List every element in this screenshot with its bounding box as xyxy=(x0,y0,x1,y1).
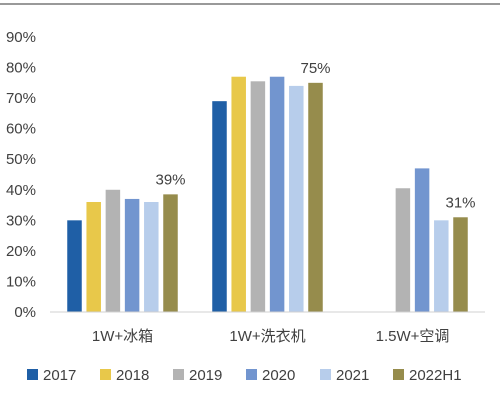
legend-label: 2019 xyxy=(189,367,222,384)
bar-2021-0 xyxy=(144,202,159,312)
x-category-label: 1W+冰箱 xyxy=(92,328,153,345)
bar-2022H1-1 xyxy=(308,82,323,312)
bar-2018-0 xyxy=(86,202,101,312)
legend-label: 2017 xyxy=(43,367,76,384)
bar-2020-2 xyxy=(414,168,430,312)
y-tick-label: 20% xyxy=(6,243,36,260)
y-tick-label: 80% xyxy=(6,60,36,77)
y-tick-label: 60% xyxy=(6,121,36,138)
data-label: 39% xyxy=(155,171,185,188)
legend-swatch xyxy=(246,369,257,380)
legend-swatch xyxy=(393,369,404,380)
y-tick-label: 10% xyxy=(6,273,36,290)
y-tick-label: 30% xyxy=(6,212,36,229)
bar-2018-1 xyxy=(231,76,246,312)
legend-label: 2018 xyxy=(116,367,149,384)
legend: 2017 2018 2019 2020 2021 2022H1 xyxy=(27,367,462,384)
legend-swatch xyxy=(100,369,111,380)
legend-swatch xyxy=(320,369,331,380)
bar-2020-0 xyxy=(124,198,140,312)
bar-2020-1 xyxy=(269,76,285,312)
legend-swatch xyxy=(27,369,38,380)
y-tick-label: 90% xyxy=(6,29,36,46)
legend-label: 2021 xyxy=(336,367,369,384)
y-axis: 0% 10% 20% 30% 40% 50% 60% 70% 80% 90% xyxy=(6,29,36,321)
bar-2019-2 xyxy=(395,188,411,312)
bar-2019-1 xyxy=(250,81,266,312)
bar-2019-0 xyxy=(105,189,121,312)
data-label: 75% xyxy=(300,60,330,77)
y-tick-label: 50% xyxy=(6,151,36,168)
bar-2017-0 xyxy=(67,220,82,312)
bar-2021-1 xyxy=(289,85,304,312)
bar-2021-2 xyxy=(434,220,449,312)
legend-label: 2020 xyxy=(262,367,295,384)
data-label: 31% xyxy=(445,194,475,211)
y-tick-label: 0% xyxy=(14,304,36,321)
legend-swatch xyxy=(173,369,184,380)
bar-2017-1 xyxy=(212,101,227,312)
x-category-label: 1W+洗衣机 xyxy=(229,328,305,345)
bar-2022H1-0 xyxy=(163,194,178,312)
bars xyxy=(67,76,468,312)
bar-2022H1-2 xyxy=(453,217,468,312)
legend-label: 2022H1 xyxy=(409,367,462,384)
data-labels: 39% 75% 31% xyxy=(155,60,475,211)
y-tick-label: 40% xyxy=(6,182,36,199)
x-axis-categories: 1W+冰箱 1W+洗衣机 1.5W+空调 xyxy=(92,328,450,345)
y-tick-label: 70% xyxy=(6,90,36,107)
x-category-label: 1.5W+空调 xyxy=(376,328,450,345)
